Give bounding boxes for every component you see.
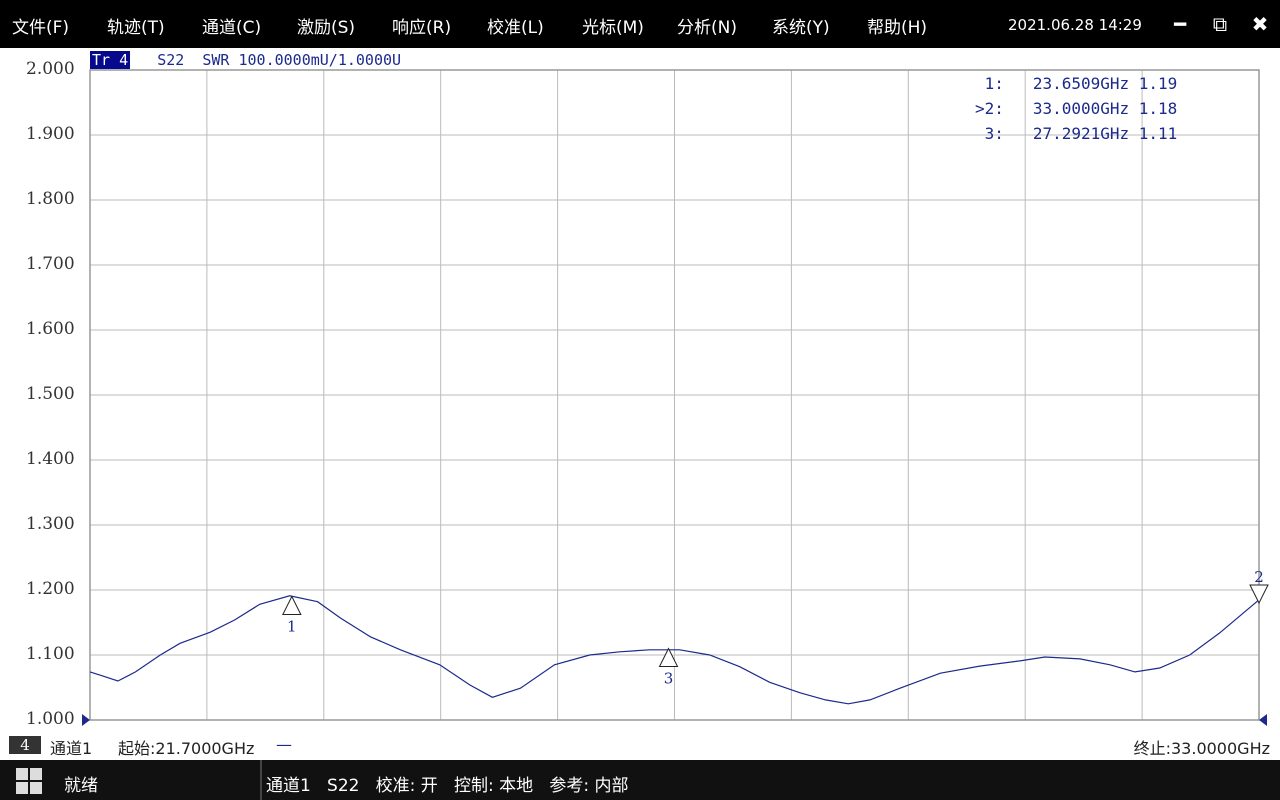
marker-2-icon [1249,584,1269,605]
y-tick-label: 1.600 [26,319,75,339]
menu-channel[interactable]: 通道(C) [202,18,262,38]
y-tick-label: 1.700 [26,254,75,274]
clock: 2021.06.28 14:29 [1008,16,1142,34]
start-frequency[interactable]: 起始:21.7000GHz [118,739,255,758]
plot-frame [89,69,1260,721]
y-tick-label: 1.200 [26,579,75,599]
menu-file[interactable]: 文件(F) [12,18,70,38]
y-tick-label: 1.100 [26,644,75,664]
channel-label: 通道1 [50,739,93,758]
trace-header[interactable]: Tr 4 S22 SWR 100.0000mU/1.0000U [90,51,401,69]
menu-calibration[interactable]: 校准(L) [487,18,544,38]
trace-tag[interactable]: Tr 4 [90,51,131,69]
y-tick-label: 1.500 [26,384,75,404]
sweep-dash: — [276,735,292,754]
y-tick-label: 2.000 [26,59,75,79]
marker-2-label: 2 [1254,568,1264,586]
reference-level-left-icon [82,714,90,726]
windows-grid-icon[interactable] [16,768,42,794]
marker-row: 3: 27.2921GHz 1.11 [975,124,1178,143]
menu-bar: 文件(F) 轨迹(T) 通道(C) 激励(S) 响应(R) 校准(L) 光标(M… [0,0,1280,48]
channel-number[interactable]: 4 [9,736,41,754]
menu-response[interactable]: 响应(R) [392,18,452,38]
y-tick-label: 1.400 [26,449,75,469]
marker-3-label: 3 [664,670,674,688]
marker-1-label: 1 [287,618,297,636]
channel-info-bar: 4 通道1 起始:21.7000GHz — 终止:33.0000GHz [0,734,1280,758]
menu-trace[interactable]: 轨迹(T) [107,18,165,38]
marker-row: 1: 23.6509GHz 1.19 [975,74,1178,93]
ready-status: 就绪 [64,776,98,796]
menu-stimulus[interactable]: 激励(S) [297,18,356,38]
divider [260,760,262,800]
y-tick-label: 1.900 [26,124,75,144]
y-tick-label: 1.800 [26,189,75,209]
trace-info: S22 SWR 100.0000mU/1.0000U [157,51,402,69]
trace-line [89,595,1260,705]
y-tick-label: 1.000 [26,709,75,729]
y-tick-label: 1.300 [26,514,75,534]
menu-system[interactable]: 系统(Y) [772,18,830,38]
close-icon[interactable]: ✖ [1251,12,1269,36]
reference-level-right-icon [1259,714,1267,726]
marker-row: >2: 33.0000GHz 1.18 [975,99,1178,118]
marker-1-icon [282,595,302,615]
menu-analysis[interactable]: 分析(N) [677,18,737,38]
status-items: 通道1 S22 校准: 开 控制: 本地 参考: 内部 [266,776,629,796]
status-bar: 就绪 通道1 S22 校准: 开 控制: 本地 参考: 内部 [0,760,1280,800]
restore-icon[interactable]: ⧉ [1212,12,1228,36]
menu-marker[interactable]: 光标(M) [582,18,644,38]
marker-3-icon [658,647,679,667]
minimize-icon[interactable]: ━ [1173,12,1187,36]
menu-help[interactable]: 帮助(H) [867,18,928,38]
swr-chart: 1 2 3 [82,69,1269,726]
stop-frequency[interactable]: 终止:33.0000GHz [1133,739,1270,758]
